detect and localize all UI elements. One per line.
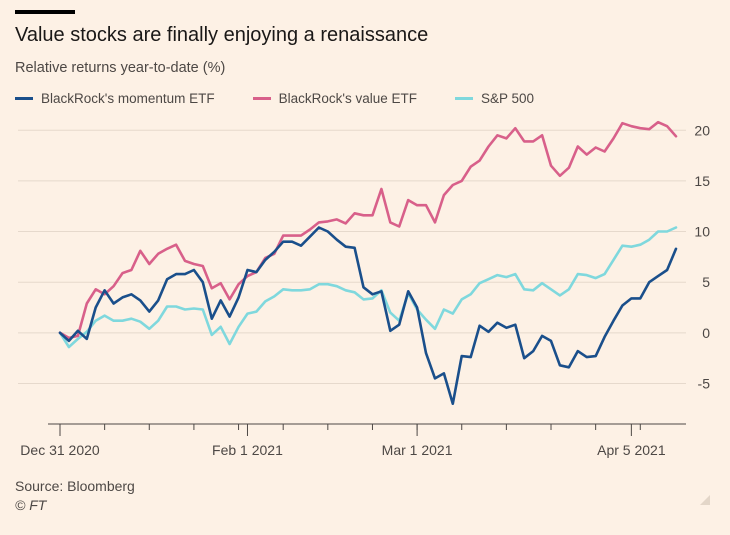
legend-item-value: BlackRock's value ETF — [252, 91, 417, 106]
y-tick-label: 5 — [702, 274, 710, 290]
line-value-etf — [58, 120, 678, 340]
legend-item-momentum: BlackRock's momentum ETF — [15, 91, 215, 106]
copyright-note: © FT — [15, 497, 47, 513]
legend-swatch-sp500 — [455, 97, 473, 100]
x-tick-label: Dec 31 2020 — [20, 442, 100, 458]
legend-swatch-value — [252, 97, 271, 100]
line-sp500 — [58, 226, 678, 349]
legend-label-momentum: BlackRock's momentum ETF — [41, 91, 215, 106]
ft-top-bar — [15, 10, 75, 14]
x-tick-label: Mar 1 2021 — [382, 442, 453, 458]
x-tick-label: Feb 1 2021 — [212, 442, 283, 458]
y-tick-label: 0 — [702, 325, 710, 341]
legend-swatch-momentum — [15, 97, 33, 100]
resize-corner-icon — [700, 495, 710, 505]
line-momentum-etf — [58, 226, 678, 405]
y-tick-label: 15 — [694, 173, 710, 189]
y-tick-label: 10 — [694, 224, 710, 240]
x-tick-label: Apr 5 2021 — [597, 442, 666, 458]
chart-title: Value stocks are finally enjoying a rena… — [15, 24, 429, 46]
source-note: Source: Bloomberg — [15, 478, 135, 494]
chart-subtitle: Relative returns year-to-date (%) — [15, 60, 226, 76]
y-tick-label: -5 — [698, 375, 711, 391]
legend-label-value: BlackRock's value ETF — [278, 91, 417, 106]
legend-label-sp500: S&P 500 — [481, 91, 535, 106]
chart-legend: BlackRock's momentum ETF BlackRock's val… — [15, 91, 572, 106]
y-tick-label: 20 — [694, 122, 710, 138]
legend-item-sp500: S&P 500 — [455, 91, 534, 106]
